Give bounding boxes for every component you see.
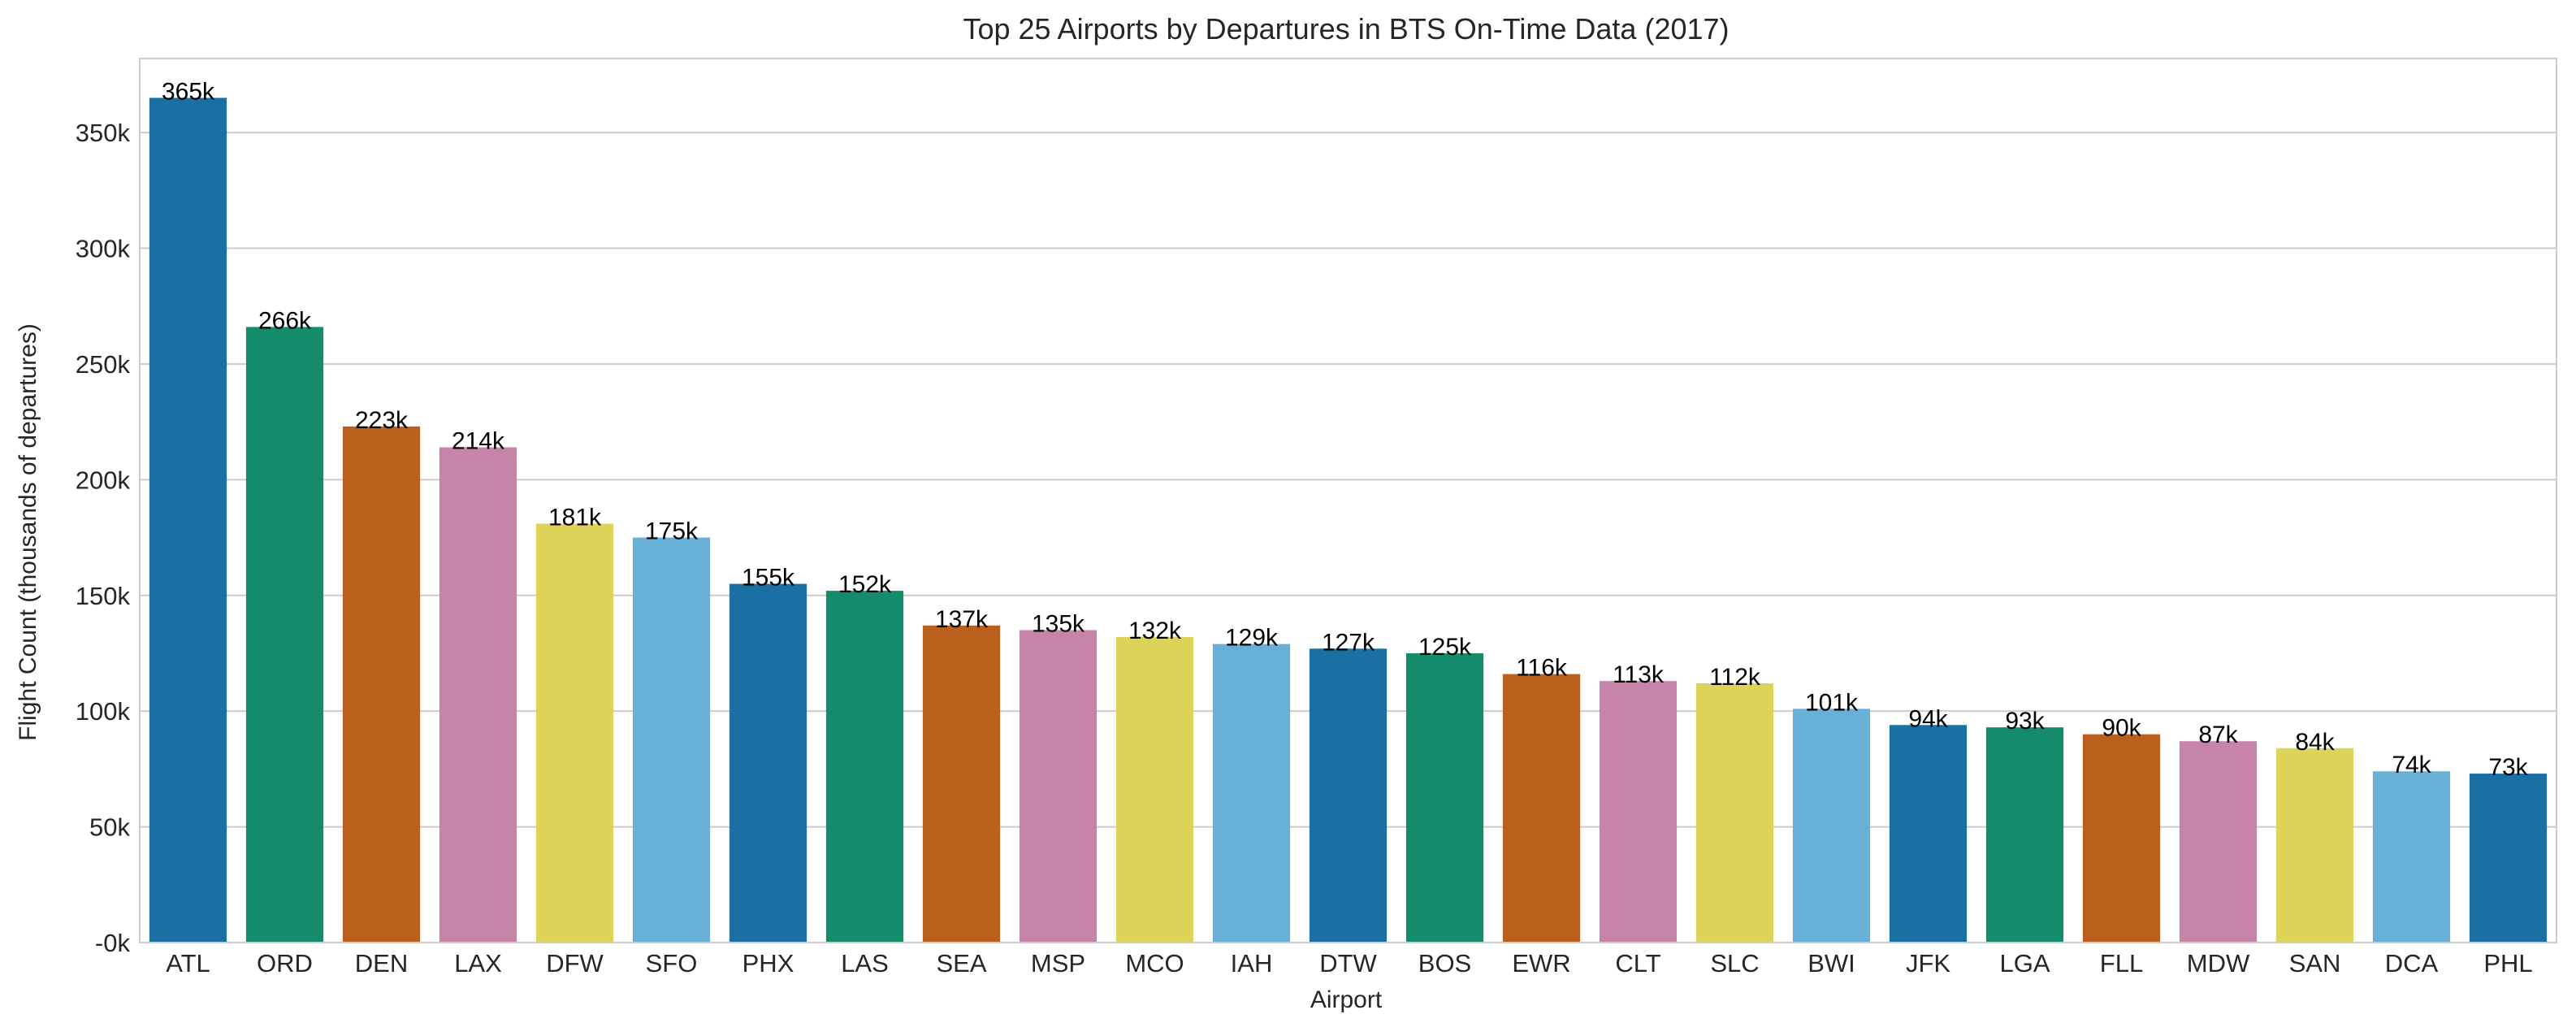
x-tick-label: IAH [1231, 949, 1273, 977]
x-tick-label: DEN [355, 949, 408, 977]
x-axis-label: Airport [1310, 986, 1383, 1013]
x-axis-ticks: ATL ORD DEN LAX DFW SFO PHX LAS SEA MSP MCO IAH DTW B… [166, 949, 2532, 977]
x-tick-label: EWR [1512, 949, 1570, 977]
bar-fll [2082, 734, 2161, 943]
data-label: 93k [2005, 708, 2045, 735]
x-tick-label: SAN [2289, 949, 2341, 977]
bar-jfk [1889, 725, 1968, 943]
x-tick-label: CLT [1615, 949, 1660, 977]
bar-lax [439, 447, 517, 943]
bar-bos [1405, 652, 1484, 943]
y-tick-label: 200k [76, 466, 131, 494]
x-tick-label: LGA [1999, 949, 2050, 977]
bar-dtw [1309, 648, 1388, 943]
data-label: 129k [1225, 625, 1279, 652]
data-label: 152k [838, 571, 892, 598]
data-label: 223k [355, 407, 409, 434]
data-label: 112k [1709, 664, 1761, 691]
bar-las [825, 591, 904, 943]
bar-msp [1019, 630, 1098, 943]
bars [149, 98, 2548, 943]
data-label: 365k [162, 78, 215, 105]
bar-mco [1115, 637, 1194, 943]
data-label: 101k [1805, 689, 1859, 716]
bar-phl [2469, 774, 2548, 943]
x-tick-label: JFK [1906, 949, 1950, 977]
x-tick-label: SFO [646, 949, 698, 977]
data-label: 116k [1516, 655, 1568, 682]
x-tick-label: DCA [2385, 949, 2439, 977]
x-tick-label: SEA [936, 949, 986, 977]
y-tick-label: 250k [76, 350, 131, 379]
data-label: 87k [2198, 722, 2238, 748]
y-tick-label: 300k [76, 235, 131, 263]
data-label: 266k [258, 307, 312, 334]
data-label: 155k [742, 565, 795, 592]
y-axis-ticks: -0k 50k 100k 150k 200k 250k 300k 350k [76, 119, 131, 957]
bar-ewr [1502, 674, 1581, 943]
y-tick-label: 350k [76, 119, 131, 147]
y-tick-label: 100k [76, 697, 131, 726]
bar-san [2275, 748, 2354, 943]
bar-sea [922, 625, 1001, 943]
x-tick-label: MDW [2187, 949, 2250, 977]
bar-iah [1212, 644, 1291, 943]
x-tick-label: FLL [2100, 949, 2143, 977]
y-axis-label: Flight Count (thousands of departures) [15, 323, 41, 741]
bar-clt [1599, 681, 1678, 943]
data-label: 74k [2392, 752, 2431, 778]
x-tick-label: LAS [841, 949, 889, 977]
data-label: 94k [1908, 705, 1948, 732]
data-label: 73k [2488, 754, 2528, 781]
x-tick-label: MCO [1125, 949, 1184, 977]
data-label: 175k [645, 518, 699, 545]
x-tick-label: ATL [166, 949, 210, 977]
x-tick-label: LAX [454, 949, 502, 977]
x-tick-label: MSP [1031, 949, 1085, 977]
bar-sfo [632, 537, 711, 943]
chart-title: Top 25 Airports by Departures in BTS On-… [963, 12, 1729, 46]
bar-lga [1985, 727, 2064, 943]
bar-slc [1695, 683, 1774, 943]
bar-den [342, 426, 421, 943]
data-label: 84k [2295, 729, 2335, 756]
data-label: 135k [1032, 610, 1085, 637]
x-tick-label: PHX [742, 949, 794, 977]
data-label: 90k [2102, 715, 2141, 742]
x-tick-label: PHL [2483, 949, 2532, 977]
bar-dfw [535, 523, 614, 943]
data-label: 181k [548, 504, 602, 531]
bar-atl [149, 98, 227, 943]
data-label: 127k [1322, 629, 1375, 656]
bar-mdw [2179, 741, 2258, 943]
data-label: 132k [1128, 618, 1182, 644]
y-tick-label: 50k [89, 813, 130, 842]
bar-phx [729, 583, 807, 943]
bar-ord [245, 327, 324, 943]
data-labels: 365k 266k 223k 214k 181k 175k 155k 152k 137k 135k… [162, 78, 2529, 781]
x-tick-label: DFW [546, 949, 604, 977]
data-label: 113k [1613, 661, 1665, 688]
x-tick-label: ORD [257, 949, 313, 977]
plot-frame [139, 58, 2557, 943]
x-tick-label: SLC [1710, 949, 1759, 977]
data-label: 214k [452, 427, 505, 454]
data-label: 137k [935, 606, 989, 633]
y-tick-label: 150k [76, 582, 131, 610]
x-tick-label: BOS [1418, 949, 1471, 977]
bar-bwi [1792, 709, 1871, 943]
bar-dca [2372, 771, 2451, 943]
y-tick-label: -0k [95, 929, 131, 957]
x-tick-label: BWI [1808, 949, 1855, 977]
x-tick-label: DTW [1319, 949, 1377, 977]
data-label: 125k [1418, 634, 1472, 661]
